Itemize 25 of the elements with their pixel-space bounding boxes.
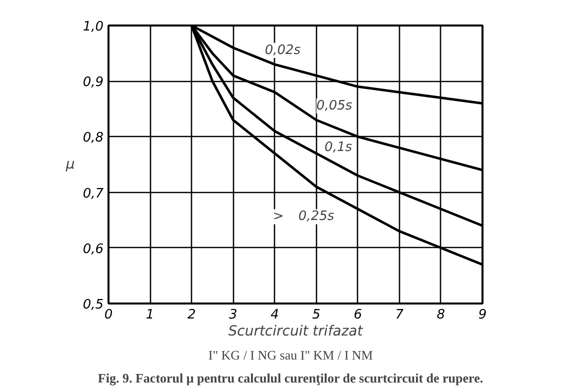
x-tick-label: 7 [395, 308, 404, 322]
y-tick-label: 1,0 [82, 20, 104, 34]
series-label: 0,25s [298, 209, 334, 224]
text: I" KG / I NG sau I" KM / I NM [208, 348, 374, 362]
x-tick-label: 8 [436, 308, 446, 322]
x-tick-label: 3 [229, 308, 238, 322]
series-label: 0,1s [324, 140, 352, 155]
annotation: > [272, 209, 284, 224]
y-tick-label: 0,6 [82, 242, 104, 257]
series-label: 0,05s [316, 98, 352, 114]
caption: Fig. 9. Factorul μ pentru calculul curenţilor de scurtcircuit de rupere. [98, 370, 484, 386]
y-axis-title: μ [64, 156, 75, 172]
x-axis-title: Scurtcircuit trifazat [228, 324, 364, 340]
series-label: 0,02s [264, 42, 301, 58]
x-tick-label: 9 [478, 308, 487, 322]
y-tick-label: 0,5 [82, 298, 104, 312]
y-tick-label: 0,7 [82, 186, 104, 202]
y-tick-label: 0,9 [82, 75, 104, 90]
x-tick-label: 0 [104, 308, 113, 322]
y-tick-label: 0,8 [82, 130, 104, 146]
x-tick-label: 2 [187, 308, 196, 322]
x-tick-label: 6 [354, 308, 362, 322]
x-tick-label: 5 [312, 308, 320, 322]
x-tick-label: 4 [270, 308, 279, 322]
x-tick-label: 1 [146, 308, 154, 322]
